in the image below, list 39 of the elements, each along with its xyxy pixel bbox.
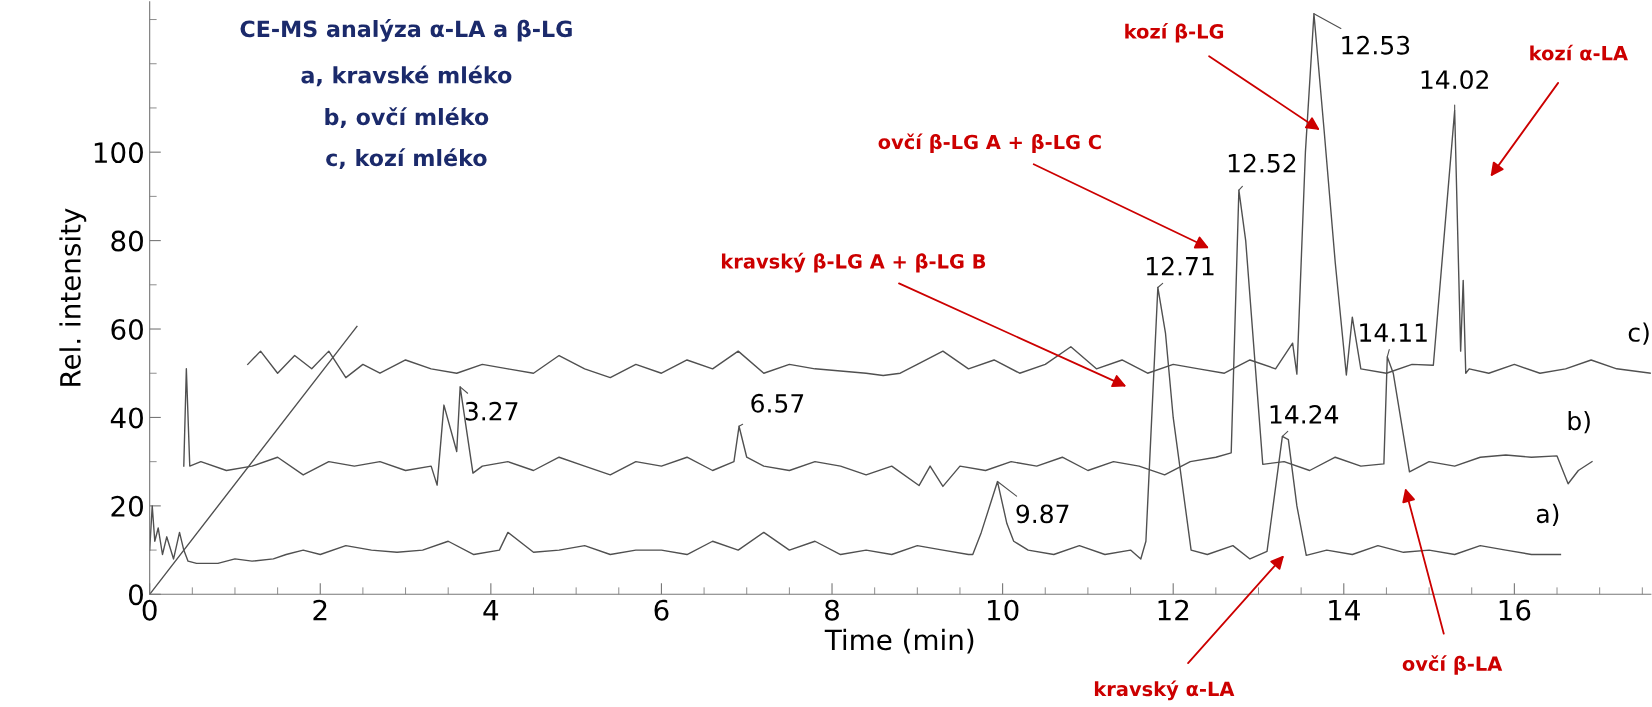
annotation: 12.53 <box>1342 35 1410 55</box>
annotation: 14.11 <box>1360 323 1427 342</box>
annotation: c, kozí mléko <box>326 148 487 170</box>
x-tick-label: 10 <box>987 599 1019 621</box>
x-tick-label: 0 <box>142 599 157 621</box>
text: ovčí β-LA <box>1402 655 1503 675</box>
annotation: 12.52 <box>1228 153 1296 173</box>
annotation: kravský β-LG A + β-LG B <box>721 252 986 273</box>
y-tick-label: 80 <box>111 230 143 252</box>
annotation: a, kravské mléko <box>301 65 512 87</box>
x-tick-label: 12 <box>1158 599 1189 621</box>
y-tick-label: 40 <box>110 407 143 429</box>
y-tick-label: 20 <box>111 495 143 517</box>
annotation: 9.87 <box>1016 504 1069 524</box>
annotation: 14.24 <box>1270 404 1339 424</box>
y-tick-label: 0 <box>128 584 143 606</box>
series-label: c) <box>1628 322 1649 345</box>
x-tick-label: 4 <box>483 600 499 621</box>
x-tick-label: 2 <box>313 599 327 621</box>
y-tick-label: 100 <box>94 142 143 164</box>
y-tick-label: 60 <box>111 318 143 340</box>
x-tick-label: 8 <box>825 599 839 621</box>
text: CE-MS analýza α-LA a β-LG <box>240 19 572 42</box>
annotation: ovčí β-LG A + β-LG C <box>878 133 1101 154</box>
text: kravský α-LA <box>1094 680 1235 701</box>
annotation: 14.02 <box>1421 70 1488 90</box>
series-label: b) <box>1568 410 1590 434</box>
y-axis-title: Rel. intensity <box>59 208 87 386</box>
annotation: kozí β-LG <box>1125 22 1224 43</box>
annotation: 12.71 <box>1146 256 1214 276</box>
annotation: 6.57 <box>751 393 804 413</box>
x-tick-label: 14 <box>1329 600 1360 621</box>
annotation: 3.27 <box>465 401 518 421</box>
x-tick-label: 6 <box>654 599 669 621</box>
annotation: b, ovčí mléko <box>325 107 489 129</box>
x-axis-title: Time (min) <box>824 628 974 654</box>
x-tick-label: 16 <box>1499 599 1531 621</box>
annotation: kozí α-LA <box>1530 44 1628 61</box>
series-label: a) <box>1536 503 1559 527</box>
